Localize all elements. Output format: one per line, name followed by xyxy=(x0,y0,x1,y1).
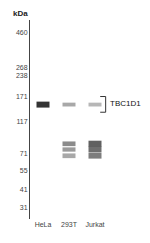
svg-text:460: 460 xyxy=(16,29,28,36)
svg-text:117: 117 xyxy=(16,118,27,125)
svg-text:HeLa: HeLa xyxy=(35,221,52,228)
svg-text:55: 55 xyxy=(20,167,28,174)
svg-text:171: 171 xyxy=(16,93,28,100)
svg-text:TBC1D1: TBC1D1 xyxy=(110,99,141,108)
svg-text:Jurkat: Jurkat xyxy=(85,221,104,228)
svg-text:41: 41 xyxy=(20,186,28,193)
svg-text:71: 71 xyxy=(20,150,28,157)
svg-text:31: 31 xyxy=(20,204,28,211)
svg-text:238: 238 xyxy=(16,72,28,79)
svg-text:293T: 293T xyxy=(61,221,78,228)
svg-text:kDa: kDa xyxy=(13,9,28,18)
svg-text:268: 268 xyxy=(16,64,28,71)
